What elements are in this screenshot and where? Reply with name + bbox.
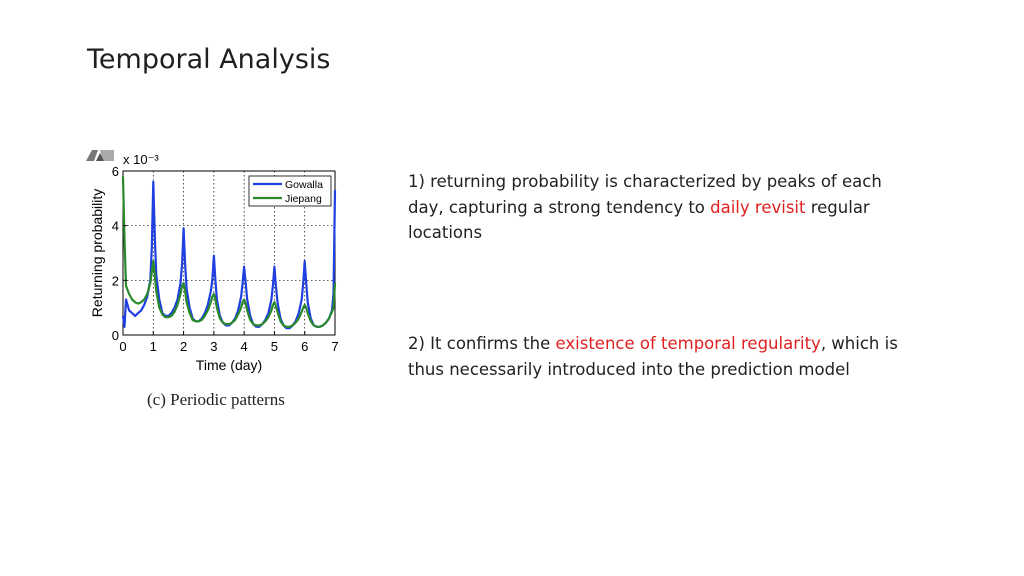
x-tick-label: 4 (241, 339, 248, 354)
x-tick-label: 0 (119, 339, 126, 354)
x-tick-label: 7 (331, 339, 338, 354)
periodic-patterns-figure: 0 1 2 3 4 5 6 7 0 2 4 6 x 10⁻³ Time (day) Returning… (84, 148, 344, 418)
figure-caption: (c) Periodic patterns (147, 390, 285, 409)
x-tick-label: 5 (271, 339, 278, 354)
legend-box (248, 175, 332, 207)
grid-layer (123, 171, 335, 335)
series-line-gowalla (121, 180, 337, 330)
x-tick-label: 2 (180, 339, 187, 354)
bullet-1-text: 1) returning probability is characterize… (408, 172, 882, 217)
tick-layer: 0 1 2 3 4 5 6 7 0 2 4 6 (112, 164, 339, 354)
y-tick-label: 6 (112, 164, 119, 179)
slide-title: Temporal Analysis (87, 44, 331, 75)
bullet-2-text: 2) It confirms the (408, 334, 556, 353)
returning-probability-chart: 0 1 2 3 4 5 6 7 0 2 4 6 x 10⁻³ Time (day) Returning… (89, 152, 339, 373)
legend-label-gowalla: Gowalla (285, 179, 323, 191)
y-axis-label: Returning probability (89, 189, 105, 317)
x-tick-label: 6 (301, 339, 308, 354)
x-axis-label: Time (day) (196, 357, 262, 373)
legend: Gowalla Jiepang (248, 175, 332, 207)
x-tick-label: 1 (150, 339, 157, 354)
bullet-point-1: 1) returning probability is characterize… (408, 169, 918, 246)
y-multiplier-label: x 10⁻³ (123, 152, 159, 167)
y-tick-label: 2 (112, 273, 119, 288)
x-tick-label: 3 (210, 339, 217, 354)
bullet-2-highlight: existence of temporal regularity (555, 334, 821, 353)
bullet-point-2: 2) It confirms the existence of temporal… (408, 331, 918, 382)
legend-label-jiepang: Jiepang (285, 193, 322, 205)
series-line-jiepang (121, 176, 337, 328)
series-layer (121, 176, 337, 330)
y-tick-label: 4 (112, 219, 119, 234)
bullet-1-text-end: regular locations (408, 197, 870, 243)
partial-logo-icon (86, 150, 114, 161)
y-tick-label: 0 (112, 328, 119, 343)
bullet-1-highlight: daily revisit (710, 197, 806, 217)
bullet-2-text-end: , which is thus necessarily introduced i… (408, 334, 898, 379)
